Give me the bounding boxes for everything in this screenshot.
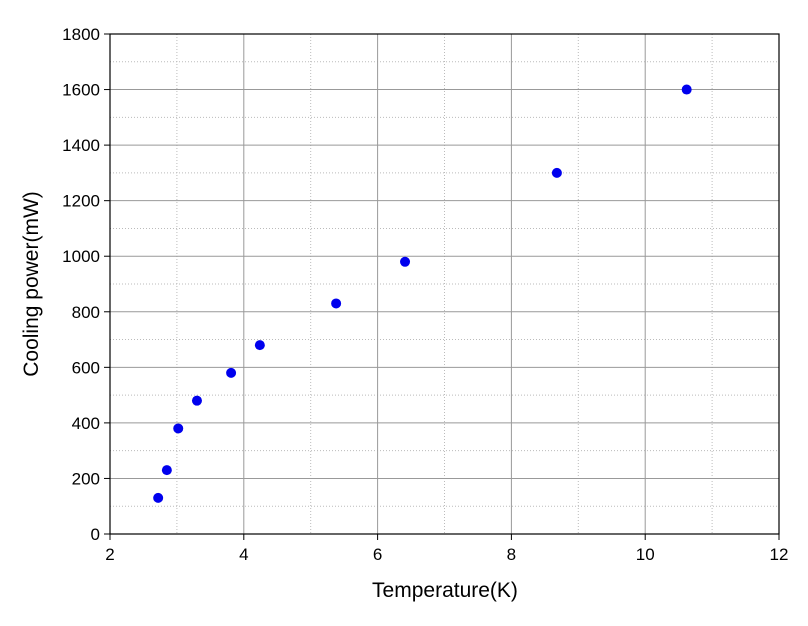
point [331, 298, 342, 309]
point [681, 84, 692, 95]
y-tick-label: 1800 [62, 25, 100, 44]
x-tick-label: 10 [636, 545, 655, 564]
point [191, 395, 202, 406]
plot-frame [109, 33, 780, 535]
point [153, 492, 164, 503]
x-tick-label: 6 [373, 545, 382, 564]
y-tick-label: 0 [91, 525, 100, 544]
x-axis-label: Temperature(K) [372, 579, 518, 602]
x-tick-label: 4 [239, 545, 248, 564]
point [400, 256, 411, 267]
x-tick-label: 12 [770, 545, 789, 564]
y-axis-label: Cooling power(mW) [20, 191, 43, 377]
y-tick-label: 800 [72, 303, 100, 322]
y-tick-label: 200 [72, 469, 100, 488]
x-tick-label: 8 [507, 545, 516, 564]
y-tick-label: 400 [72, 414, 100, 433]
x-tick-label: 2 [105, 545, 114, 564]
y-tick-label: 1200 [62, 192, 100, 211]
point [161, 465, 172, 476]
point [254, 340, 265, 351]
y-tick-label: 1400 [62, 136, 100, 155]
point [226, 367, 237, 378]
y-tick-label: 1600 [62, 81, 100, 100]
y-tick-label: 600 [72, 358, 100, 377]
point [551, 167, 562, 178]
y-tick-label: 1000 [62, 247, 100, 266]
point [173, 423, 184, 434]
